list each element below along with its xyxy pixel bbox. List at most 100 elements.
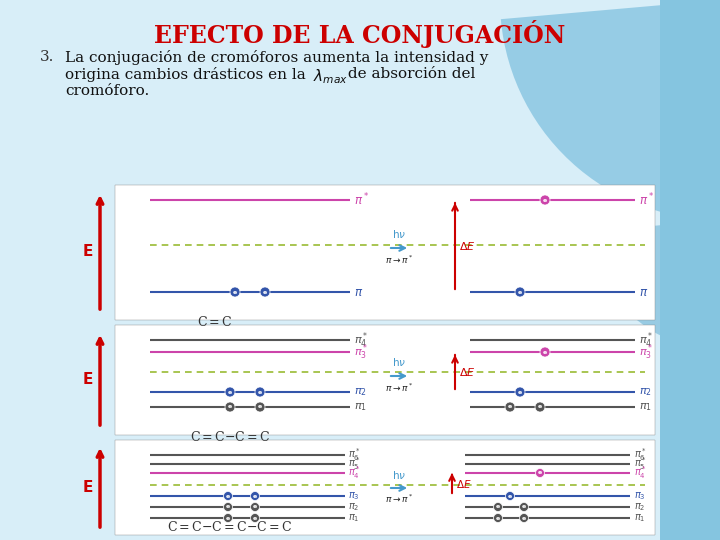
Text: $\pi_1$: $\pi_1$ xyxy=(348,512,359,524)
Text: e: e xyxy=(496,504,500,510)
Circle shape xyxy=(505,402,515,412)
Text: C$=$C: C$=$C xyxy=(197,315,233,329)
Bar xyxy=(115,185,655,320)
Text: $\pi_2$: $\pi_2$ xyxy=(639,386,652,398)
Text: h$\nu$: h$\nu$ xyxy=(392,469,406,481)
Circle shape xyxy=(251,503,259,511)
Text: e: e xyxy=(253,494,257,498)
Text: e: e xyxy=(522,504,526,510)
Text: e: e xyxy=(263,289,267,294)
Text: $\pi^*_6$: $\pi^*_6$ xyxy=(348,447,361,463)
Text: $\pi_2$: $\pi_2$ xyxy=(634,501,645,513)
Text: E: E xyxy=(83,245,93,260)
Circle shape xyxy=(251,514,259,523)
Circle shape xyxy=(260,287,270,297)
Text: e: e xyxy=(543,198,547,202)
Text: 3.: 3. xyxy=(40,50,55,64)
Text: e: e xyxy=(253,504,257,510)
Text: EFECTO DE LA CONJUGACIÓN: EFECTO DE LA CONJUGACIÓN xyxy=(154,20,566,48)
Bar xyxy=(115,440,655,535)
Text: e: e xyxy=(522,516,526,521)
Text: e: e xyxy=(508,494,512,498)
Text: $\pi \rightarrow \pi^*$: $\pi \rightarrow \pi^*$ xyxy=(384,493,413,505)
Text: $\pi_2$: $\pi_2$ xyxy=(354,386,366,398)
Text: cromóforo.: cromóforo. xyxy=(65,84,149,98)
Text: $\pi_3$: $\pi_3$ xyxy=(348,490,359,502)
Text: $\pi^*$: $\pi^*$ xyxy=(354,192,369,208)
Text: $\pi$: $\pi$ xyxy=(354,286,363,299)
Circle shape xyxy=(225,402,235,412)
Circle shape xyxy=(520,503,528,511)
Wedge shape xyxy=(501,0,720,220)
Text: e: e xyxy=(508,404,512,409)
Text: $\pi^*_5$: $\pi^*_5$ xyxy=(348,456,361,472)
Text: h$\nu$: h$\nu$ xyxy=(392,356,406,368)
Text: $\lambda_{max}$: $\lambda_{max}$ xyxy=(313,67,348,86)
Text: e: e xyxy=(518,289,522,294)
Text: $\pi_3$: $\pi_3$ xyxy=(634,490,646,502)
Text: $\pi_2$: $\pi_2$ xyxy=(348,501,359,513)
Bar xyxy=(660,0,720,540)
Text: $\Delta E$: $\Delta E$ xyxy=(459,240,476,252)
Circle shape xyxy=(540,195,550,205)
Circle shape xyxy=(225,387,235,397)
Text: $\pi^*_3$: $\pi^*_3$ xyxy=(354,342,369,362)
Text: $\pi_1$: $\pi_1$ xyxy=(634,512,645,524)
Circle shape xyxy=(515,287,525,297)
Text: $\pi^*_6$: $\pi^*_6$ xyxy=(634,447,647,463)
Circle shape xyxy=(255,387,265,397)
Text: h$\nu$: h$\nu$ xyxy=(392,228,406,240)
Text: e: e xyxy=(233,289,237,294)
Text: e: e xyxy=(258,404,262,409)
Text: La conjugación de cromóforos aumenta la intensidad y: La conjugación de cromóforos aumenta la … xyxy=(65,50,488,65)
Text: $\pi^*_3$: $\pi^*_3$ xyxy=(639,342,653,362)
Text: E: E xyxy=(83,373,93,388)
Text: e: e xyxy=(538,404,542,409)
Text: C$=$C$-$C$=$C$-$C$=$C: C$=$C$-$C$=$C$-$C$=$C xyxy=(167,520,293,534)
Text: e: e xyxy=(253,516,257,521)
Text: $\pi_1$: $\pi_1$ xyxy=(354,401,367,413)
Text: $\Delta E$: $\Delta E$ xyxy=(459,366,476,378)
Text: e: e xyxy=(538,470,542,476)
Text: e: e xyxy=(518,389,522,395)
Text: e: e xyxy=(226,494,230,498)
Text: $\pi_1$: $\pi_1$ xyxy=(639,401,652,413)
Circle shape xyxy=(493,514,503,523)
Text: $\pi^*$: $\pi^*$ xyxy=(639,192,654,208)
Text: $\pi^*_4$: $\pi^*_4$ xyxy=(354,330,369,350)
Circle shape xyxy=(520,514,528,523)
Text: E: E xyxy=(83,480,93,495)
Text: e: e xyxy=(226,516,230,521)
Text: $\pi^*_4$: $\pi^*_4$ xyxy=(348,464,361,481)
Circle shape xyxy=(223,503,233,511)
Text: $\pi \rightarrow \pi^*$: $\pi \rightarrow \pi^*$ xyxy=(384,382,413,394)
Text: e: e xyxy=(496,516,500,521)
Circle shape xyxy=(540,347,550,357)
Circle shape xyxy=(255,402,265,412)
Circle shape xyxy=(230,287,240,297)
Text: $\pi^*_4$: $\pi^*_4$ xyxy=(634,464,647,481)
Text: e: e xyxy=(226,504,230,510)
Circle shape xyxy=(493,503,503,511)
Text: e: e xyxy=(543,349,547,354)
Text: e: e xyxy=(258,389,262,395)
Circle shape xyxy=(535,402,545,412)
Text: $\pi \rightarrow \pi^*$: $\pi \rightarrow \pi^*$ xyxy=(384,254,413,266)
Text: $\Delta E$: $\Delta E$ xyxy=(456,478,472,490)
Wedge shape xyxy=(590,220,720,350)
Text: de absorción del: de absorción del xyxy=(343,67,475,81)
Text: $\pi^*_5$: $\pi^*_5$ xyxy=(634,456,647,472)
Text: e: e xyxy=(228,389,232,395)
Circle shape xyxy=(223,514,233,523)
Circle shape xyxy=(536,469,544,477)
Text: e: e xyxy=(228,404,232,409)
Text: C$=$C$-$C$=$C: C$=$C$-$C$=$C xyxy=(189,430,271,444)
Circle shape xyxy=(251,491,259,501)
Circle shape xyxy=(505,491,515,501)
Circle shape xyxy=(515,387,525,397)
Text: $\pi^*_4$: $\pi^*_4$ xyxy=(639,330,653,350)
Circle shape xyxy=(223,491,233,501)
Bar xyxy=(115,325,655,435)
Text: origina cambios drásticos en la: origina cambios drásticos en la xyxy=(65,67,310,82)
Text: $\pi$: $\pi$ xyxy=(639,286,648,299)
